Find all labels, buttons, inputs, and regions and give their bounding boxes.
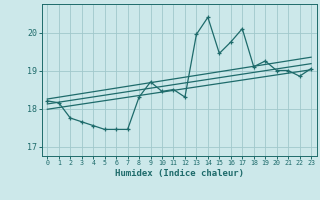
X-axis label: Humidex (Indice chaleur): Humidex (Indice chaleur) xyxy=(115,169,244,178)
